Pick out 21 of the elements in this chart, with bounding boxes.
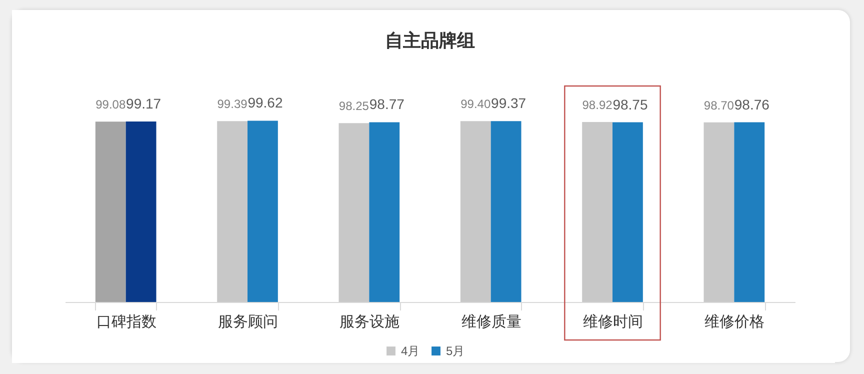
data-label: 99.39 (217, 97, 248, 112)
x-tick-label: 维修时间 (583, 314, 643, 330)
chart-title: 自主品牌组 (385, 30, 475, 51)
data-label: 99.40 (460, 97, 491, 112)
data-label: 99.17 (126, 96, 162, 112)
x-tick-label: 维修质量 (461, 314, 522, 330)
data-label: 98.70 (704, 98, 734, 112)
data-label: 98.75 (612, 96, 648, 112)
x-tick-label: 口碑指数 (96, 314, 156, 330)
legend-label: 5月 (446, 344, 465, 358)
data-label: 99.62 (248, 94, 283, 111)
data-label: 99.08 (96, 98, 126, 112)
data-label: 98.25 (338, 99, 370, 114)
data-label: 99.37 (491, 95, 526, 112)
x-tick-label: 服务设施 (340, 314, 400, 330)
x-tick-label: 服务顾问 (218, 314, 278, 330)
legend-label: 4月 (401, 344, 420, 358)
data-label: 98.76 (734, 96, 770, 112)
data-label: 98.77 (369, 96, 405, 112)
data-label: 98.92 (582, 98, 613, 112)
x-tick-label: 维修价格 (704, 314, 765, 330)
